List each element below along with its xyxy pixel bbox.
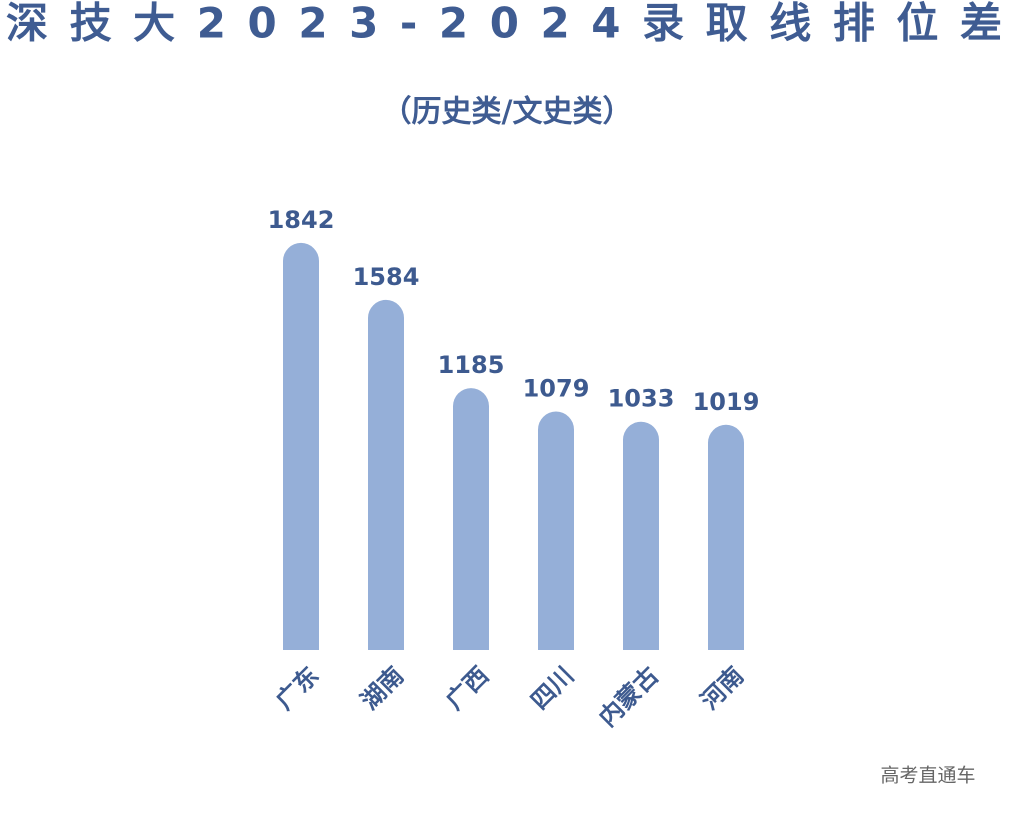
value-label: 1033 bbox=[608, 385, 675, 413]
watermark: 高考直通车 bbox=[880, 765, 975, 787]
chart-subtitle: （历史类/文史类） bbox=[382, 95, 633, 130]
value-label: 1019 bbox=[693, 388, 760, 416]
bar bbox=[708, 424, 744, 650]
value-label: 1185 bbox=[438, 351, 505, 379]
bar bbox=[368, 299, 404, 650]
bar bbox=[453, 388, 489, 650]
value-label: 1584 bbox=[353, 263, 420, 291]
value-label: 1842 bbox=[268, 206, 335, 234]
x-tick-label: 湖南 bbox=[355, 661, 409, 715]
bar bbox=[283, 242, 319, 650]
x-tick-label: 四川 bbox=[525, 661, 579, 715]
x-tick-label: 广东 bbox=[270, 661, 324, 715]
chart-title: 深技大2023-2024录取线排位差 bbox=[6, 0, 1002, 48]
value-label: 1079 bbox=[523, 375, 590, 403]
bar bbox=[623, 421, 659, 650]
x-tick-label: 内蒙古 bbox=[593, 661, 664, 732]
bar bbox=[538, 411, 574, 650]
x-tick-label: 河南 bbox=[695, 661, 749, 715]
x-tick-label: 广西 bbox=[440, 661, 494, 715]
